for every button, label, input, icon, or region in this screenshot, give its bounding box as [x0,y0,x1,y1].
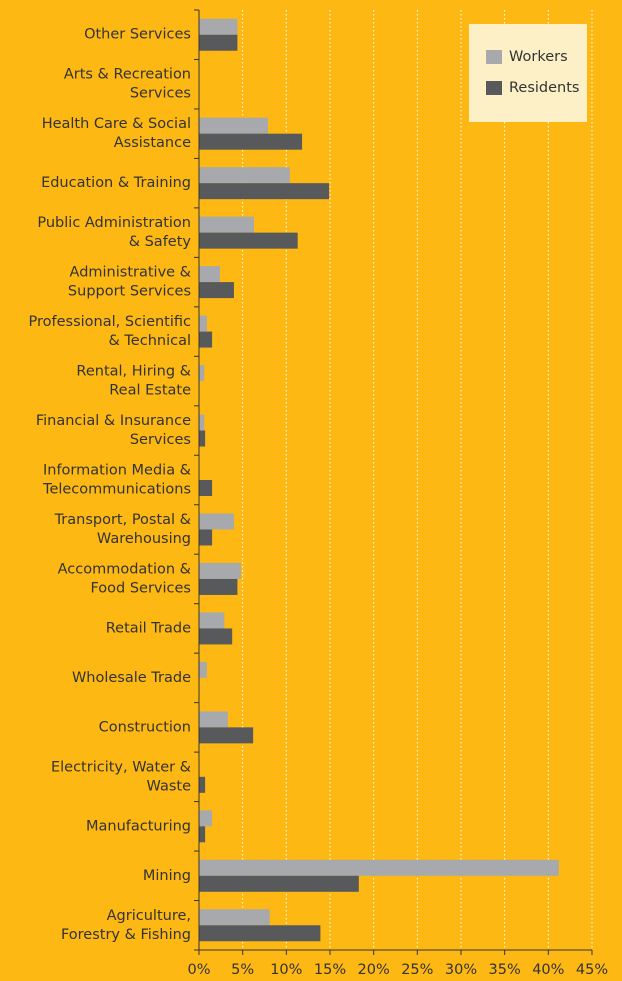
bar [199,628,233,645]
y-tick-label: Education & Training [41,175,191,191]
x-tick-label: 45% [576,962,608,978]
bar [199,414,205,431]
bar [199,513,234,530]
y-tick-label: Manufacturing [86,818,191,834]
x-tick-label: 30% [445,962,477,978]
bar [199,661,207,678]
bar [199,34,238,51]
y-tick-label: Electricity, Water & Waste [51,759,191,794]
bar [199,859,559,876]
bar [199,216,255,233]
y-tick-label: Health Care & Social Assistance [42,116,191,151]
y-tick-label: Mining [143,868,191,884]
bar [199,167,290,184]
bar [199,612,225,629]
bar [199,117,268,134]
bar [199,711,228,728]
bar [199,315,207,332]
x-tick-label: 5% [231,962,254,978]
y-tick-label: Accommodation & Food Services [58,561,191,596]
bar [199,909,270,926]
y-tick-label: Information Media & Telecommunications [42,463,191,498]
bar [199,266,220,283]
bar [199,875,359,892]
y-tick-label: Professional, Scientific & Technical [29,314,192,349]
bar [199,529,213,546]
y-tick-label: Agriculture, Forestry & Fishing [61,908,191,943]
y-tick-label: Financial & Insurance Services [36,413,191,448]
legend-box [469,24,587,122]
bar [199,925,321,942]
x-tick-label: 0% [187,962,210,978]
bar [199,183,330,200]
x-tick-label: 20% [358,962,390,978]
y-tick-label: Transport, Postal & Warehousing [54,512,191,547]
x-tick-label: 10% [270,962,302,978]
y-tick-label: Wholesale Trade [72,670,191,686]
y-tick-label: Arts & Recreation Services [64,67,191,102]
x-tick-label: 40% [532,962,564,978]
legend-swatch [486,50,502,64]
y-tick-label: Public Administration & Safety [37,215,191,250]
legend-label: Workers [509,49,568,65]
bar [199,826,206,843]
y-tick-label: Retail Trade [106,620,191,636]
bar [199,562,241,579]
bar [199,430,206,447]
bar [199,776,206,793]
legend-label: Residents [509,80,579,96]
bar [199,282,234,299]
bar [199,232,298,249]
bar [199,133,303,150]
bar [199,18,238,35]
y-tick-label: Administrative & Support Services [68,265,191,300]
y-tick-label: Other Services [84,27,191,43]
y-tick-label: Construction [99,719,191,735]
y-tick-label: Rental, Hiring & Real Estate [76,364,191,399]
legend-swatch [486,81,502,95]
bar [199,810,213,827]
x-tick-label: 25% [401,962,433,978]
bar [199,727,254,744]
bar [199,365,205,382]
x-tick-label: 35% [489,962,521,978]
x-tick-label: 15% [314,962,346,978]
bar [199,331,213,348]
bar [199,480,213,496]
bar [199,578,238,595]
